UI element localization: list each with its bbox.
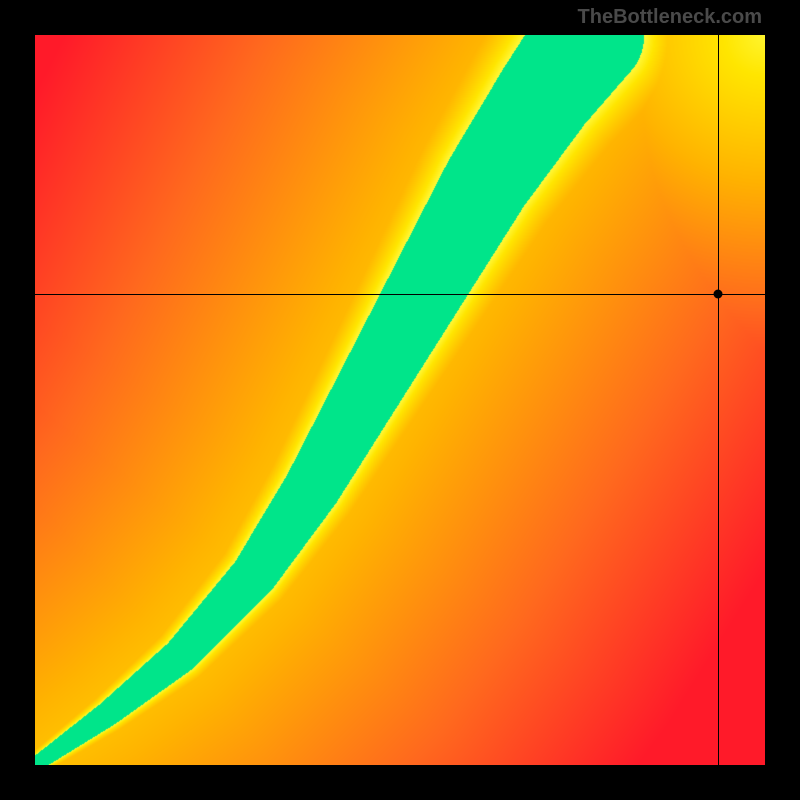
- crosshair-dot: [713, 290, 722, 299]
- watermark: TheBottleneck.com: [578, 6, 762, 29]
- heatmap-plot: [35, 35, 765, 765]
- heatmap-canvas: [35, 35, 765, 765]
- crosshair-horizontal: [35, 294, 765, 295]
- crosshair-vertical: [718, 35, 719, 765]
